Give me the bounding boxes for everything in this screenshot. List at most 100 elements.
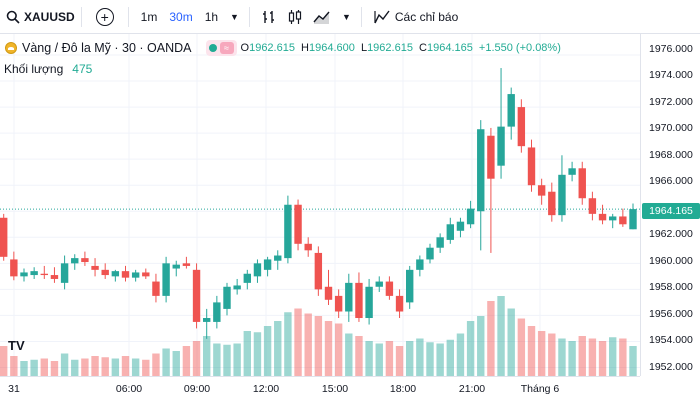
volume-bar bbox=[192, 341, 201, 376]
volume-bar bbox=[406, 341, 414, 376]
price-tick: 1958.000 bbox=[649, 281, 693, 293]
volume-bar bbox=[233, 343, 241, 376]
chart-legend: Vàng / Đô la Mỹ · 30 · OANDA ≈ O 1962.615… bbox=[0, 38, 564, 58]
volume-bar bbox=[568, 341, 576, 376]
candle-body bbox=[284, 204, 292, 259]
candle-body bbox=[253, 263, 262, 277]
volume-bar bbox=[426, 342, 434, 376]
price-tick: 1976.000 bbox=[649, 43, 693, 55]
volume-bar bbox=[598, 341, 607, 376]
candle-body bbox=[213, 302, 221, 322]
time-tick: 09:00 bbox=[183, 383, 211, 395]
candle-body bbox=[537, 185, 546, 196]
volume-bar bbox=[365, 341, 373, 376]
volume-bar bbox=[182, 346, 191, 376]
volume-bar bbox=[487, 301, 495, 376]
tradingview-logo[interactable]: TV bbox=[8, 338, 25, 353]
volume-bar bbox=[60, 353, 69, 376]
candle-body bbox=[20, 272, 28, 277]
candle-body bbox=[111, 271, 120, 277]
candle-body bbox=[60, 263, 69, 283]
volume-bar bbox=[71, 359, 79, 376]
volume-bar bbox=[517, 318, 526, 376]
volume-legend[interactable]: Khối lượng 475 bbox=[4, 62, 92, 76]
candle-body bbox=[619, 216, 627, 225]
timeframe-30m[interactable]: 30m bbox=[169, 9, 193, 24]
candle-body bbox=[466, 208, 475, 225]
time-tick: Tháng 6 bbox=[520, 383, 560, 395]
volume-bar bbox=[162, 348, 170, 376]
price-tick: 1962.000 bbox=[649, 228, 693, 240]
price-chart[interactable] bbox=[0, 34, 640, 376]
volume-bar bbox=[507, 308, 515, 376]
candle-body bbox=[121, 271, 130, 278]
candle-body bbox=[426, 247, 434, 260]
search-icon bbox=[6, 10, 20, 24]
volume-bar bbox=[355, 336, 363, 376]
volume-bar bbox=[619, 338, 627, 376]
symbol-search[interactable]: XAUUSD bbox=[0, 0, 75, 34]
candle-body bbox=[233, 285, 241, 290]
timeframe-1m[interactable]: 1m bbox=[140, 9, 158, 24]
candle-body bbox=[50, 275, 59, 279]
candle-body bbox=[588, 198, 597, 214]
chevron-down-icon[interactable]: ▼ bbox=[230, 11, 239, 22]
data-source-icon: ≈ bbox=[219, 42, 234, 54]
candle-body bbox=[507, 94, 515, 127]
volume-bar bbox=[324, 321, 333, 376]
bar-chart-type-icon[interactable] bbox=[256, 0, 282, 34]
candle-body bbox=[71, 258, 79, 264]
price-tick: 1966.000 bbox=[649, 175, 693, 187]
candle-body bbox=[243, 273, 251, 283]
candle-body bbox=[263, 259, 272, 270]
candle-chart-type-icon[interactable] bbox=[282, 0, 308, 34]
indicators-button[interactable]: Các chỉ báo bbox=[368, 0, 463, 34]
candle-body bbox=[548, 191, 556, 216]
candle-body bbox=[436, 237, 444, 248]
close-value: 1964.165 bbox=[426, 42, 473, 54]
candle-body bbox=[314, 252, 323, 290]
chevron-down-icon[interactable]: ▼ bbox=[341, 11, 351, 22]
volume-bar bbox=[578, 336, 586, 376]
volume-bar bbox=[142, 359, 150, 376]
candle-body bbox=[182, 263, 191, 266]
compare-add-icon[interactable]: + bbox=[95, 7, 114, 26]
open-key: O bbox=[240, 42, 250, 54]
price-tick: 1974.000 bbox=[649, 69, 693, 81]
candle-body bbox=[365, 286, 373, 319]
time-axis[interactable]: 31 06:00 09:00 12:00 15:00 18:00 21:00 T… bbox=[0, 376, 640, 400]
time-tick: 06:00 bbox=[115, 383, 143, 395]
candle-body bbox=[0, 217, 8, 257]
area-chart-type-icon[interactable] bbox=[308, 0, 336, 34]
timeframe-1h[interactable]: 1h bbox=[204, 9, 219, 24]
volume-bar bbox=[223, 344, 231, 376]
price-tick: 1970.000 bbox=[649, 122, 693, 134]
candle-body bbox=[223, 286, 231, 309]
low-value: 1962.615 bbox=[367, 42, 413, 54]
gold-symbol-icon bbox=[5, 42, 17, 54]
high-key: H bbox=[301, 42, 309, 54]
volume-bar bbox=[172, 351, 180, 376]
legend-title[interactable]: Vàng / Đô la Mỹ · 30 · OANDA bbox=[22, 41, 192, 55]
time-tick: 15:00 bbox=[321, 383, 349, 395]
volume-bar bbox=[334, 323, 343, 376]
volume-bar bbox=[416, 338, 424, 376]
candle-body bbox=[568, 168, 576, 175]
low-key: L bbox=[360, 42, 368, 54]
ohlc-values: O1962.615 H1964.600 L1962.615 C1964.165 … bbox=[241, 42, 564, 54]
toolbar-divider bbox=[127, 6, 129, 27]
toolbar-divider bbox=[248, 6, 250, 27]
candle-body bbox=[40, 273, 48, 276]
candle-body bbox=[629, 209, 637, 230]
candle-body bbox=[152, 281, 160, 296]
volume-bar bbox=[609, 337, 617, 376]
volume-bar bbox=[10, 356, 18, 376]
candle-body bbox=[609, 216, 617, 221]
candle-body bbox=[81, 258, 89, 263]
market-status-badge[interactable]: ≈ bbox=[205, 40, 237, 56]
candle-body bbox=[406, 269, 414, 303]
volume-bar bbox=[253, 332, 262, 376]
price-axis[interactable]: 1976.000 1974.000 1972.000 1970.000 1968… bbox=[640, 34, 700, 376]
candle-body bbox=[304, 243, 312, 251]
volume-bar bbox=[50, 361, 59, 376]
